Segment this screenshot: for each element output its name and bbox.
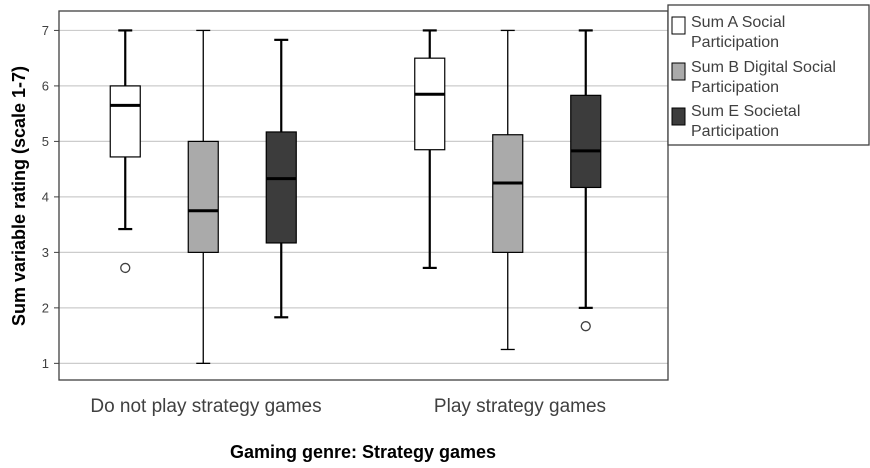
- legend-swatch-b: [671, 62, 686, 81]
- legend-frame: [667, 4, 870, 146]
- y-tick-label-3: 3: [42, 245, 49, 260]
- box-1-2: [570, 29, 602, 332]
- box-0-0: [109, 29, 141, 274]
- x-axis-category-labels: Do not play strategy games Play strategy…: [90, 396, 606, 417]
- y-axis-title: Sum variable rating (scale 1-7): [9, 66, 29, 326]
- y-tick-label-4: 4: [42, 189, 49, 204]
- y-tick-label-1: 1: [42, 356, 49, 371]
- x-category-label-0: Do not play strategy games: [90, 396, 321, 417]
- legend-label-e-line1: Sum E Societal: [691, 103, 800, 120]
- legend-label-b-line1: Sum B Digital Social: [691, 59, 836, 76]
- legend-swatch-e: [671, 107, 686, 126]
- box-0-2: [265, 38, 297, 319]
- outlier-point-0: [580, 321, 591, 332]
- y-tick-label-7: 7: [42, 23, 49, 38]
- box-iqr: [265, 131, 297, 244]
- y-tick-label-6: 6: [42, 78, 49, 93]
- box-iqr: [187, 140, 219, 253]
- legend-label-b-line2: Participation: [691, 79, 779, 96]
- legend-label-a-line2: Participation: [691, 34, 779, 51]
- box-iqr: [492, 134, 524, 253]
- box-1-0: [414, 29, 446, 270]
- legend-label-e-line2: Participation: [691, 123, 779, 140]
- y-axis-ticks: 1 2 3 4 5 6 7: [42, 23, 59, 371]
- plot-area-frame: [58, 10, 669, 381]
- x-axis-title: Gaming genre: Strategy games: [230, 442, 496, 462]
- outlier-point-0: [120, 262, 131, 274]
- box-iqr: [414, 57, 446, 151]
- x-category-label-1: Play strategy games: [434, 396, 606, 417]
- box-1-1: [492, 29, 524, 351]
- gridlines: [59, 29, 668, 364]
- y-tick-label-5: 5: [42, 134, 49, 149]
- box-iqr: [570, 94, 602, 189]
- box-iqr: [109, 85, 141, 158]
- legend-label-a-line1: Sum A Social: [691, 14, 785, 31]
- legend-swatch-a: [671, 16, 686, 35]
- box-0-1: [187, 29, 219, 365]
- legend: Sum A Social Participation Sum B Digital…: [667, 4, 870, 146]
- y-tick-label-2: 2: [42, 300, 49, 315]
- box-series: [109, 29, 602, 365]
